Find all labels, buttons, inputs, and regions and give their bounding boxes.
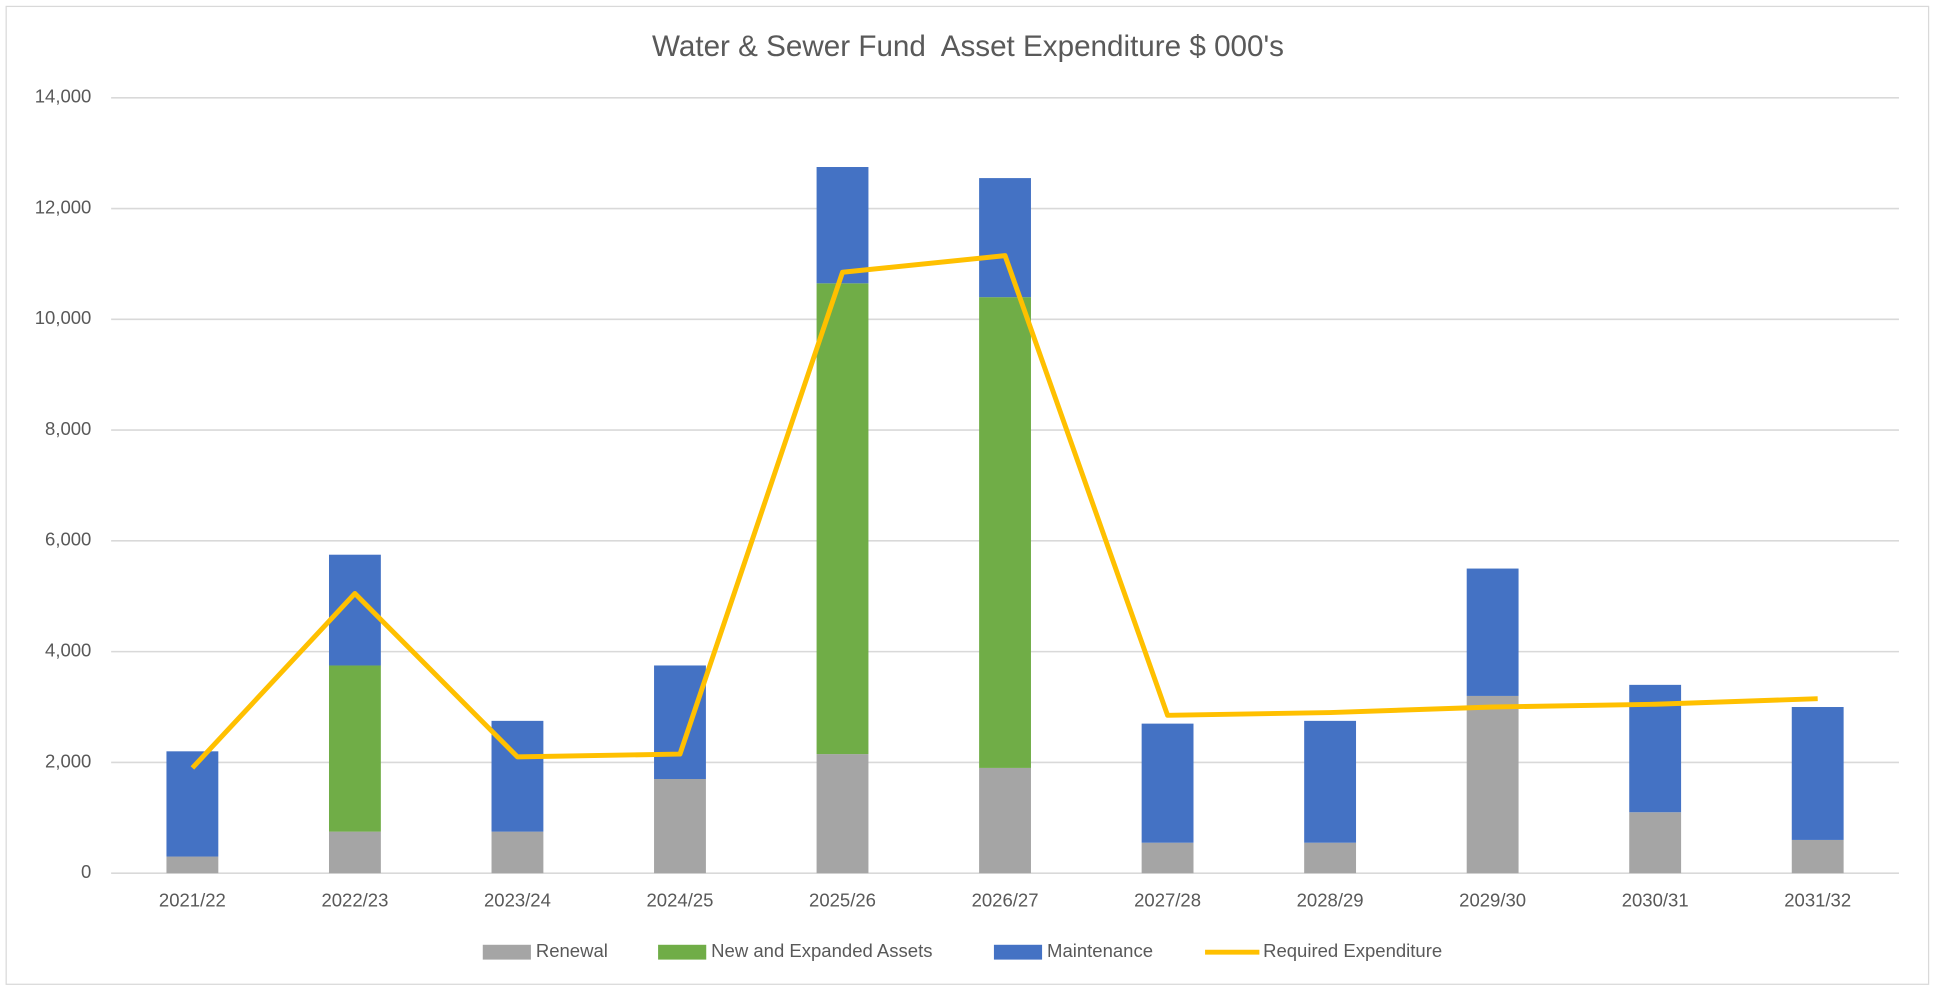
y-tick-label: 14,000: [35, 86, 92, 107]
legend-label: Required Expenditure: [1263, 940, 1442, 961]
bar-segment: [816, 167, 869, 284]
x-tick-label: 2030/31: [1622, 889, 1689, 910]
bar-segment: [979, 178, 1031, 298]
bar-segment: [1629, 812, 1682, 874]
x-tick-label: 2025/26: [809, 889, 876, 910]
y-tick-label: 2,000: [45, 750, 91, 771]
chart-title: Water & Sewer Fund Asset Expenditure $ 0…: [652, 30, 1284, 63]
bar-segment: [166, 856, 219, 874]
bar-segment: [1141, 723, 1194, 843]
bar-segment: [1466, 695, 1519, 874]
legend-swatch: [482, 944, 531, 960]
x-tick-label: 2026/27: [972, 889, 1039, 910]
bar-segment: [816, 754, 869, 874]
x-tick-label: 2029/30: [1459, 889, 1526, 910]
y-tick-label: 0: [81, 861, 91, 882]
bar-segment: [816, 283, 869, 755]
legend-label: Renewal: [536, 940, 608, 961]
bar-segment: [166, 751, 219, 857]
y-tick-label: 4,000: [45, 640, 91, 661]
bar-segment: [979, 297, 1031, 768]
x-tick-label: 2024/25: [647, 889, 714, 910]
bar-segment: [654, 665, 706, 780]
y-tick-label: 8,000: [45, 418, 91, 439]
bar-segment: [1141, 842, 1194, 874]
legend-label: New and Expanded Assets: [711, 940, 932, 961]
y-tick-label: 12,000: [35, 196, 92, 217]
legend-label: Maintenance: [1047, 940, 1153, 961]
bar-segment: [491, 831, 544, 874]
y-tick-label: 6,000: [45, 529, 91, 550]
bar-segment: [1304, 720, 1357, 843]
x-tick-label: 2022/23: [321, 889, 388, 910]
x-tick-label: 2028/29: [1297, 889, 1364, 910]
bar-segment: [1791, 839, 1844, 874]
x-tick-label: 2031/32: [1784, 889, 1851, 910]
line-series: [190, 253, 1818, 770]
bar-segment: [1304, 842, 1357, 874]
bar-segment: [1466, 568, 1519, 696]
legend-swatch: [993, 944, 1043, 960]
bar-segment: [328, 831, 381, 874]
bar-segment: [979, 767, 1031, 874]
x-tick-label: 2021/22: [159, 889, 226, 910]
x-tick-label: 2023/24: [484, 889, 551, 910]
bar-segment: [328, 665, 381, 832]
chart-frame: [5, 5, 1930, 985]
y-tick-label: 10,000: [35, 307, 92, 328]
bar-segment: [654, 779, 706, 874]
bar-segment: [1791, 707, 1844, 840]
x-tick-label: 2027/28: [1134, 889, 1201, 910]
legend-swatch: [658, 944, 707, 960]
